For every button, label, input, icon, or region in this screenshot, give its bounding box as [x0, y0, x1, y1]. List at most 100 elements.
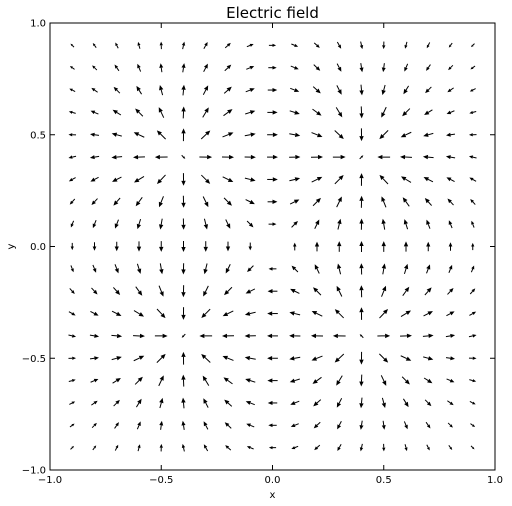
- field-arrow: [332, 154, 346, 160]
- field-arrow: [92, 43, 97, 48]
- field-arrow: [289, 199, 300, 205]
- field-arrow: [359, 173, 364, 186]
- field-arrow: [158, 107, 165, 118]
- field-arrow: [291, 43, 299, 47]
- field-arrow: [69, 423, 75, 428]
- field-arrow: [156, 353, 166, 364]
- field-arrow: [400, 355, 412, 361]
- field-arrow: [359, 397, 364, 409]
- field-arrow: [223, 377, 233, 385]
- field-arrow: [359, 106, 364, 119]
- field-arrow: [359, 420, 364, 430]
- field-arrow: [267, 311, 278, 316]
- field-arrow: [181, 443, 186, 452]
- field-arrow: [222, 355, 234, 361]
- field-arrow: [92, 242, 97, 251]
- field-arrow: [115, 42, 119, 49]
- field-arrow: [112, 378, 121, 384]
- field-arrow: [133, 154, 145, 160]
- field-arrow: [246, 423, 255, 428]
- x-tick-label: 0.0: [265, 475, 281, 486]
- field-arrow: [311, 310, 323, 317]
- field-arrow: [400, 176, 412, 183]
- x-tick-label: 1.0: [487, 475, 503, 486]
- field-arrow: [468, 334, 477, 338]
- field-arrow: [222, 132, 234, 138]
- field-arrow: [359, 334, 364, 339]
- x-tick-label: −0.5: [149, 475, 173, 486]
- field-arrow: [159, 63, 164, 73]
- field-arrow: [137, 63, 142, 72]
- field-arrow: [133, 355, 145, 362]
- field-arrow: [469, 311, 477, 316]
- field-arrow: [159, 263, 164, 275]
- field-arrow: [203, 41, 208, 49]
- field-arrow: [337, 420, 342, 430]
- field-arrow: [154, 154, 168, 160]
- field-arrow: [289, 110, 300, 115]
- field-arrow: [291, 220, 298, 228]
- field-arrow: [181, 84, 186, 96]
- field-arrow: [70, 445, 75, 450]
- field-arrow: [202, 375, 210, 386]
- field-arrow: [246, 65, 255, 70]
- field-arrow: [113, 399, 120, 407]
- field-arrow: [426, 219, 431, 229]
- field-arrow: [203, 421, 209, 430]
- field-arrow: [314, 241, 320, 252]
- field-arrow: [423, 311, 433, 317]
- field-arrow: [426, 42, 431, 49]
- field-arrow: [402, 398, 409, 408]
- field-arrow: [91, 287, 98, 295]
- field-arrow: [156, 130, 167, 140]
- field-arrow: [313, 287, 322, 296]
- field-arrow: [222, 176, 234, 183]
- field-arrow: [423, 132, 434, 137]
- field-arrow: [448, 445, 453, 450]
- field-arrow: [403, 85, 410, 95]
- field-arrow: [359, 263, 364, 275]
- field-arrow: [312, 197, 321, 207]
- field-arrow: [448, 264, 453, 274]
- field-arrow: [199, 333, 213, 339]
- field-arrow: [224, 286, 233, 296]
- field-arrow: [381, 263, 387, 275]
- field-arrow: [69, 288, 75, 294]
- field-arrow: [470, 43, 475, 48]
- chart-title: Electric field: [226, 4, 319, 22]
- field-arrow: [445, 356, 455, 361]
- field-arrow: [135, 286, 143, 296]
- field-arrow: [470, 199, 476, 205]
- field-arrow: [313, 42, 320, 48]
- field-arrow: [377, 333, 391, 339]
- field-arrow: [289, 132, 301, 138]
- field-arrow: [313, 399, 322, 407]
- field-arrow: [158, 375, 164, 387]
- field-arrow: [335, 107, 343, 118]
- field-arrow: [199, 154, 213, 160]
- field-arrow: [221, 154, 235, 160]
- field-arrow: [336, 63, 342, 72]
- field-arrow: [336, 263, 342, 275]
- field-arrow: [114, 219, 119, 229]
- field-arrow: [336, 398, 343, 408]
- field-arrow: [291, 445, 299, 450]
- field-arrow: [225, 241, 231, 252]
- x-axis-label: x: [270, 490, 276, 501]
- field-arrow: [89, 333, 100, 338]
- field-arrow: [70, 43, 75, 48]
- field-arrow: [203, 398, 209, 408]
- field-arrow: [470, 265, 475, 273]
- field-arrow: [422, 333, 434, 339]
- field-arrow: [404, 444, 408, 452]
- field-arrow: [92, 445, 97, 451]
- field-arrow: [290, 87, 300, 93]
- field-arrow: [403, 263, 409, 275]
- field-arrow: [469, 110, 477, 114]
- field-arrow: [136, 85, 143, 95]
- field-arrow: [312, 376, 322, 384]
- field-arrow: [181, 128, 186, 142]
- field-arrow: [70, 265, 74, 273]
- field-arrow: [381, 218, 386, 230]
- field-arrow: [381, 241, 386, 252]
